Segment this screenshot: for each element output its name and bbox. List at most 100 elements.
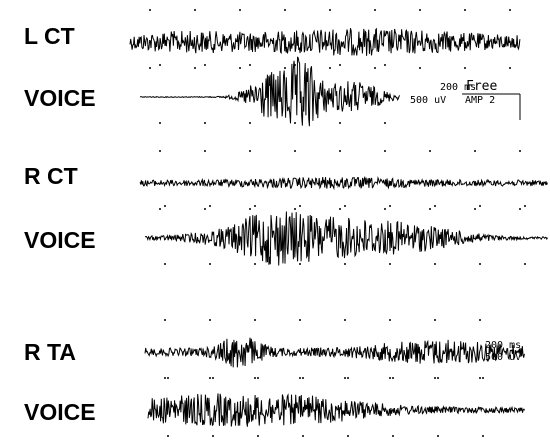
grid-dot — [302, 435, 304, 437]
grid-dot — [294, 208, 296, 210]
grid-dot — [294, 122, 296, 124]
grid-dot — [434, 319, 436, 321]
grid-dot — [479, 319, 481, 321]
grid-dot — [299, 263, 301, 265]
grid-dot — [164, 263, 166, 265]
grid-dot — [299, 205, 301, 207]
trace-label: R TA — [24, 339, 76, 365]
grid-dot — [209, 377, 211, 379]
grid-dot — [249, 64, 251, 66]
grid-dot — [209, 263, 211, 265]
grid-dot — [329, 9, 331, 11]
annotation: Free — [466, 79, 497, 94]
grid-dot — [159, 150, 161, 152]
grid-dot — [419, 9, 421, 11]
grid-dot — [519, 208, 521, 210]
grid-dot — [294, 150, 296, 152]
grid-dot — [209, 205, 211, 207]
grid-dot — [384, 208, 386, 210]
grid-dot — [437, 377, 439, 379]
grid-dot — [347, 377, 349, 379]
grid-dot — [204, 64, 206, 66]
grid-dot — [344, 319, 346, 321]
grid-dot — [194, 9, 196, 11]
grid-dot — [194, 67, 196, 69]
grid-dot — [149, 9, 151, 11]
grid-dot — [204, 208, 206, 210]
grid-dot — [419, 67, 421, 69]
grid-dot — [434, 377, 436, 379]
grid-dot — [479, 205, 481, 207]
grid-dot — [239, 67, 241, 69]
grid-dot — [482, 435, 484, 437]
grid-dot — [519, 150, 521, 152]
grid-dot — [429, 208, 431, 210]
grid-dot — [524, 263, 526, 265]
grid-dot — [389, 205, 391, 207]
grid-dot — [249, 122, 251, 124]
grid-dot — [434, 263, 436, 265]
trace-label: VOICE — [24, 399, 96, 425]
grid-dot — [249, 150, 251, 152]
grid-dot — [374, 67, 376, 69]
grid-dot — [239, 9, 241, 11]
grid-dot — [212, 435, 214, 437]
trace-label: VOICE — [24, 85, 96, 111]
grid-dot — [474, 208, 476, 210]
emg-trace — [147, 393, 526, 427]
grid-dot — [384, 64, 386, 66]
grid-dot — [164, 377, 166, 379]
grid-dot — [339, 64, 341, 66]
grid-dot — [344, 377, 346, 379]
grid-dot — [329, 67, 331, 69]
grid-dot — [167, 377, 169, 379]
annotation: AMP 2 — [465, 95, 495, 106]
emg-trace — [129, 27, 521, 56]
grid-dot — [299, 377, 301, 379]
grid-dot — [209, 319, 211, 321]
grid-dot — [254, 319, 256, 321]
grid-dot — [294, 64, 296, 66]
grid-dot — [464, 67, 466, 69]
grid-dot — [509, 67, 511, 69]
grid-dot — [344, 205, 346, 207]
emg-trace — [144, 337, 525, 368]
grid-dot — [257, 435, 259, 437]
grid-dot — [389, 263, 391, 265]
grid-dot — [284, 67, 286, 69]
grid-dot — [344, 263, 346, 265]
trace-label: R CT — [24, 163, 78, 189]
grid-dot — [254, 263, 256, 265]
grid-dot — [339, 150, 341, 152]
grid-dot — [389, 377, 391, 379]
grid-dot — [479, 377, 481, 379]
annotation: 500 uV — [410, 95, 446, 106]
grid-dot — [384, 150, 386, 152]
grid-dot — [159, 122, 161, 124]
grid-dot — [159, 208, 161, 210]
grid-dot — [347, 435, 349, 437]
annotation: 200 ms — [440, 82, 476, 93]
grid-dot — [437, 435, 439, 437]
grid-dot — [374, 9, 376, 11]
grid-dot — [434, 205, 436, 207]
grid-dot — [164, 319, 166, 321]
emg-trace — [139, 175, 548, 191]
grid-dot — [159, 64, 161, 66]
grid-dot — [524, 205, 526, 207]
grid-dot — [204, 150, 206, 152]
grid-dot — [392, 435, 394, 437]
grid-dot — [254, 377, 256, 379]
annotation: 200 ms — [485, 340, 521, 351]
grid-dot — [464, 9, 466, 11]
trace-label: VOICE — [24, 227, 96, 253]
grid-dot — [164, 205, 166, 207]
grid-dot — [212, 377, 214, 379]
grid-dot — [302, 377, 304, 379]
grid-dot — [257, 377, 259, 379]
annotation: 500 uV — [485, 352, 521, 363]
grid-dot — [479, 263, 481, 265]
emg-trace — [144, 211, 548, 266]
